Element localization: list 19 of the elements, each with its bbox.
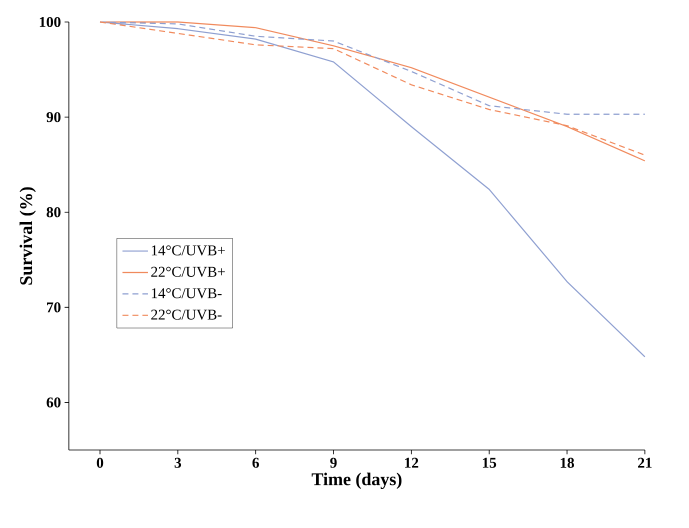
x-tick-label: 12 bbox=[405, 458, 418, 468]
x-tick-label: 15 bbox=[482, 458, 496, 468]
y-tick-label: 90 bbox=[46, 112, 61, 122]
y-tick-label: 70 bbox=[47, 302, 61, 312]
x-tick-label: 3 bbox=[174, 458, 182, 468]
legend-label: 22°C/UVB- bbox=[151, 310, 222, 320]
y-axis-title: Survival (%) bbox=[20, 187, 36, 285]
y-tick-label: 60 bbox=[46, 397, 61, 408]
legend-label: 22°C/UVB+ bbox=[151, 266, 225, 277]
x-tick-label: 6 bbox=[252, 458, 259, 468]
x-tick-label: 18 bbox=[560, 458, 574, 468]
y-tick-label: 100 bbox=[40, 16, 61, 28]
x-tick-label: 9 bbox=[330, 458, 337, 468]
x-tick-label: 0 bbox=[96, 458, 104, 468]
x-axis-title: Time (days) bbox=[312, 472, 402, 490]
y-tick-label: 80 bbox=[46, 207, 61, 218]
x-tick-label: 21 bbox=[638, 458, 652, 468]
legend-label: 14°C/UVB- bbox=[152, 288, 222, 298]
legend-label: 14°C/UVB+ bbox=[152, 245, 225, 256]
